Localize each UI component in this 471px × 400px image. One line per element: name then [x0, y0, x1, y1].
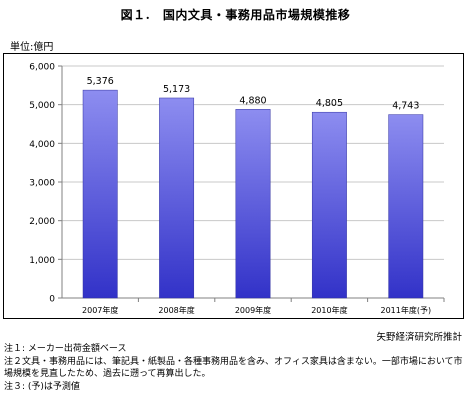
data-label: 4,805: [316, 98, 343, 109]
notes: 注１: メーカー出荷金額ベース 注２文具・事務用品には、筆記具・紙製品・各種事務…: [4, 343, 466, 393]
y-tick-label: 0: [49, 295, 55, 305]
axes: 0 1,000 2,000 3,000 4,000 5,000 6,000 2007年度 200…: [29, 63, 445, 315]
bar: [388, 114, 424, 299]
data-label: 4,880: [239, 95, 266, 106]
y-tick-label: 4,000: [29, 140, 55, 150]
bars: [82, 89, 424, 299]
unit-label: 単位:億円: [10, 42, 54, 53]
x-tick-label: 2010年度: [311, 305, 347, 315]
data-label: 4,743: [392, 101, 419, 112]
x-tick-label: 2011年度(予): [380, 305, 431, 315]
bar-chart: 0 1,000 2,000 3,000 4,000 5,000 6,000 2007年度 200…: [29, 63, 445, 315]
data-label: 5,173: [163, 84, 190, 95]
x-tick-label: 2007年度: [82, 305, 118, 315]
chart-title: 図１. 国内文具・事務用品市場規模推移: [120, 8, 351, 22]
y-tick-label: 6,000: [29, 63, 55, 73]
chart-frame: 0 1,000 2,000 3,000 4,000 5,000 6,000 2007年度 200…: [3, 53, 464, 319]
bar: [235, 109, 271, 299]
data-labels: 5,376 5,173 4,880 4,805 4,743: [87, 76, 420, 111]
note-3: 注３: (予)は予測値: [4, 381, 80, 392]
y-tick-label: 1,000: [29, 256, 55, 266]
source-credit: 矢野経済研究所推計: [376, 332, 462, 343]
data-label: 5,376: [87, 76, 114, 87]
y-tick-label: 3,000: [29, 179, 55, 189]
y-tick-label: 5,000: [29, 101, 55, 111]
bar: [159, 97, 195, 299]
x-tick-label: 2008年度: [158, 305, 194, 315]
note-1: 注１: メーカー出荷金額ベース: [4, 344, 127, 354]
bar: [82, 89, 118, 299]
x-tick-label: 2009年度: [235, 305, 271, 315]
y-tick-label: 2,000: [29, 217, 55, 227]
note-2: 注２文具・事務用品には、筆記具・紙製品・各種事務用品を含み、オフィス家具は含まな…: [4, 356, 463, 380]
bar: [311, 111, 347, 299]
